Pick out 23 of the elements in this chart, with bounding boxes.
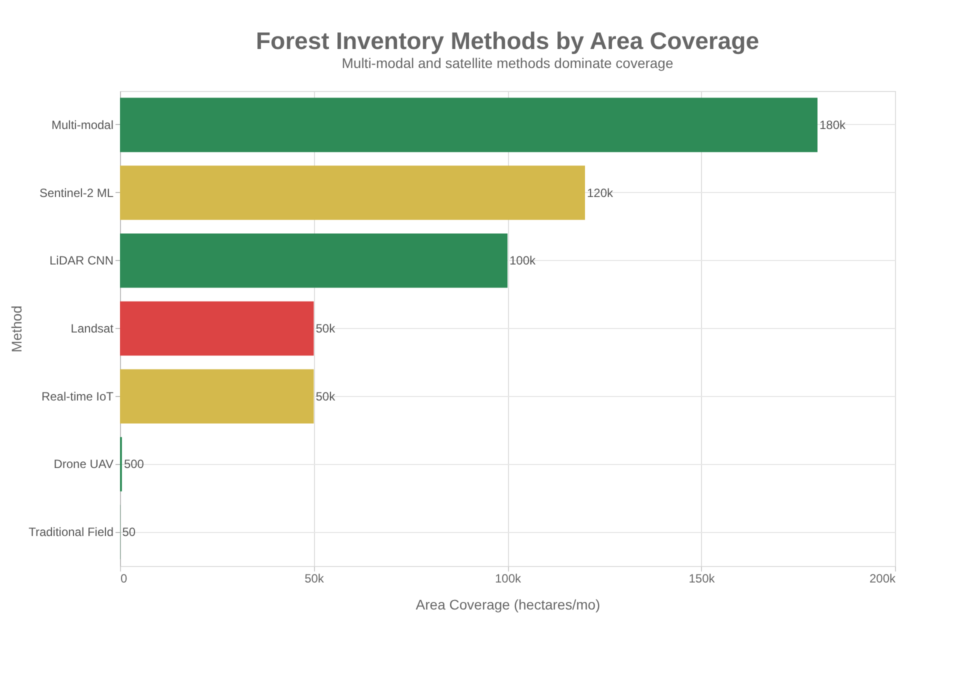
y-axis-title: Method: [8, 306, 25, 352]
x-tick-label: 150k: [688, 572, 716, 586]
data-label: 100k: [510, 254, 537, 268]
y-tick-label: Drone UAV: [54, 457, 114, 472]
chart-title: Forest Inventory Methods by Area Coverage: [256, 28, 760, 55]
data-label: 120k: [587, 186, 614, 200]
y-tick-label: Traditional Field: [28, 525, 114, 540]
x-tick-label: 100k: [494, 572, 522, 586]
data-label: 500: [124, 457, 144, 472]
data-label: 180k: [820, 118, 847, 132]
data-label: 50: [122, 525, 136, 540]
data-label: 50k: [316, 389, 336, 404]
data-label: 50k: [316, 322, 336, 336]
x-tick-label: 200k: [869, 572, 896, 586]
x-tick-label: 50k: [304, 572, 325, 586]
y-tick-label: Multi-modal: [51, 118, 114, 132]
x-axis-title: Area Coverage (hectares/mo): [416, 596, 600, 612]
y-tick-label: Landsat: [70, 322, 114, 336]
y-tick-label: LiDAR CNN: [49, 254, 114, 268]
y-tick-label: Sentinel-2 ML: [39, 186, 114, 200]
x-tick-label: 0: [120, 572, 128, 586]
y-tick-label: Real-time IoT: [41, 389, 114, 404]
chart-subtitle: Multi-modal and satellite methods dominate coverage: [342, 55, 674, 71]
